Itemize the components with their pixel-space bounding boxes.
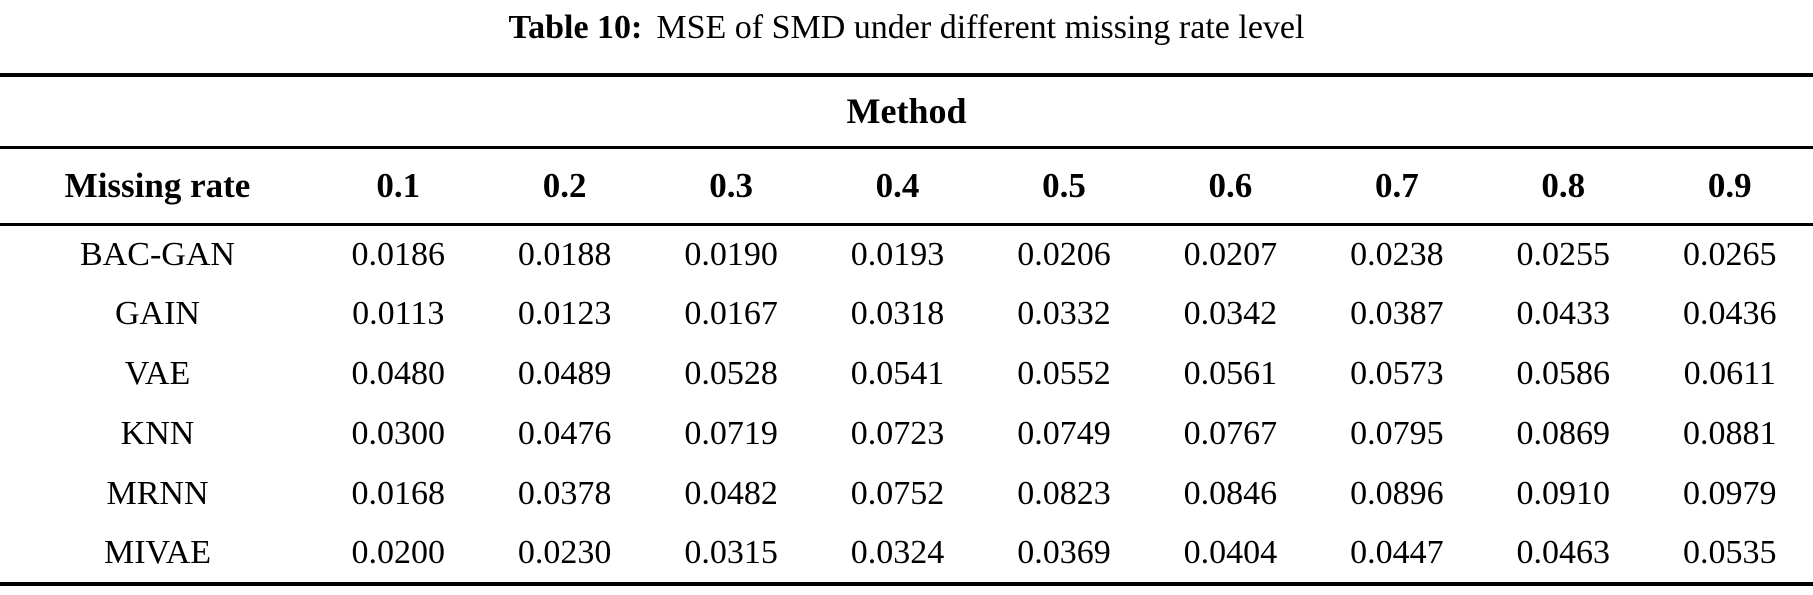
- cell-value: 0.0378: [517, 475, 612, 513]
- columns-header-row: Missing rate 0.1 0.2 0.3 0.4 0.5 0.6 0.7…: [0, 147, 1813, 226]
- cell-value: 0.0238: [1350, 236, 1444, 274]
- cell-value: 0.0561: [1183, 355, 1278, 393]
- cell-value: 0.0190: [684, 236, 778, 274]
- table-caption-label: Table 10:: [508, 9, 643, 46]
- cell-value: 0.0387: [1350, 295, 1444, 333]
- table-row-mivae: MIVAE 0.0200 0.0230 0.0315 0.0324 0.0369…: [0, 524, 1813, 584]
- cell-value: 0.0436: [1683, 295, 1777, 333]
- cell-value: 0.0200: [351, 534, 445, 572]
- cell-value: 0.0186: [351, 236, 445, 274]
- cell-value: 0.0881: [1683, 415, 1777, 453]
- cell-value: 0.0318: [850, 295, 945, 333]
- cell-value: 0.0480: [351, 355, 445, 393]
- column-header-0-8: 0.8: [1480, 147, 1647, 226]
- cell-value: 0.0552: [1017, 355, 1111, 393]
- column-header-0-3: 0.3: [647, 147, 815, 226]
- table-caption: Table 10: MSE of SMD under different miss…: [0, 0, 1813, 49]
- cell-value: 0.0255: [1516, 236, 1611, 274]
- cell-value: 0.0433: [1516, 295, 1611, 333]
- cell-value: 0.0265: [1683, 236, 1777, 274]
- cell-value: 0.0573: [1350, 355, 1444, 393]
- cell-value: 0.0719: [684, 415, 778, 453]
- cell-value: 0.0910: [1516, 475, 1611, 513]
- cell-value: 0.0193: [850, 236, 945, 274]
- cell-value: 0.0324: [850, 534, 945, 572]
- cell-value: 0.0489: [517, 355, 612, 393]
- column-header-0-2: 0.2: [481, 147, 648, 226]
- cell-value: 0.0482: [684, 475, 778, 513]
- mse-results-table: Method Missing rate 0.1 0.2 0.3 0.4 0.5 …: [0, 72, 1813, 587]
- cell-value: 0.0611: [1683, 355, 1776, 393]
- table-row-bac-gan: BAC-GAN 0.0186 0.0188 0.0190 0.0193 0.02…: [0, 224, 1813, 284]
- column-header-0-9: 0.9: [1646, 147, 1813, 226]
- cell-value: 0.0767: [1183, 415, 1278, 453]
- table-row-knn: KNN 0.0300 0.0476 0.0719 0.0723 0.0749 0…: [0, 404, 1813, 464]
- method-label-mivae: MIVAE: [103, 534, 212, 572]
- cell-value: 0.0896: [1350, 475, 1444, 513]
- column-header-0-4: 0.4: [814, 147, 981, 226]
- column-header-0-1: 0.1: [315, 147, 482, 226]
- cell-value: 0.0404: [1183, 534, 1278, 572]
- cell-value: 0.0369: [1017, 534, 1111, 572]
- cell-value: 0.0795: [1350, 415, 1444, 453]
- cell-value: 0.0206: [1017, 236, 1111, 274]
- cell-value: 0.0846: [1183, 475, 1278, 513]
- column-header-0-5: 0.5: [980, 147, 1148, 226]
- table-row-vae: VAE 0.0480 0.0489 0.0528 0.0541 0.0552 0…: [0, 344, 1813, 404]
- table-row-mrnn: MRNN 0.0168 0.0378 0.0482 0.0752 0.0823 …: [0, 464, 1813, 524]
- cell-value: 0.0979: [1683, 475, 1777, 513]
- cell-value: 0.0332: [1017, 295, 1111, 333]
- group-header-method: Method: [0, 74, 1813, 149]
- method-label-knn: KNN: [120, 415, 195, 453]
- table-caption-text: MSE of SMD under different missing rate …: [656, 9, 1305, 46]
- cell-value: 0.0869: [1516, 415, 1611, 453]
- cell-value: 0.0315: [684, 534, 778, 572]
- group-header-row: Method: [0, 74, 1813, 149]
- cell-value: 0.0188: [517, 236, 612, 274]
- cell-value: 0.0723: [850, 415, 945, 453]
- cell-value: 0.0167: [684, 295, 778, 333]
- cell-value: 0.0749: [1017, 415, 1111, 453]
- cell-value: 0.0300: [351, 415, 445, 453]
- table-row-gain: GAIN 0.0113 0.0123 0.0167 0.0318 0.0332 …: [0, 284, 1813, 344]
- cell-value: 0.0528: [684, 355, 778, 393]
- method-label-vae: VAE: [124, 355, 191, 393]
- column-header-0-7: 0.7: [1313, 147, 1481, 226]
- cell-value: 0.0207: [1183, 236, 1278, 274]
- cell-value: 0.0476: [517, 415, 612, 453]
- cell-value: 0.0752: [850, 475, 945, 513]
- cell-value: 0.0230: [517, 534, 612, 572]
- method-label-gain: GAIN: [115, 295, 200, 333]
- cell-value: 0.0463: [1516, 534, 1611, 572]
- cell-value: 0.0447: [1350, 534, 1444, 572]
- method-label-bac-gan: BAC-GAN: [80, 236, 235, 274]
- corner-header-missing-rate: Missing rate: [0, 147, 315, 226]
- method-label-mrnn: MRNN: [106, 475, 209, 513]
- cell-value: 0.0342: [1183, 295, 1278, 333]
- cell-value: 0.0168: [351, 475, 445, 513]
- cell-value: 0.0541: [850, 355, 945, 393]
- cell-value: 0.0535: [1683, 534, 1777, 572]
- column-header-0-6: 0.6: [1147, 147, 1314, 226]
- cell-value: 0.0586: [1516, 355, 1611, 393]
- cell-value: 0.0823: [1017, 475, 1111, 513]
- cell-value: 0.0123: [517, 295, 612, 333]
- cell-value: 0.0113: [352, 295, 445, 333]
